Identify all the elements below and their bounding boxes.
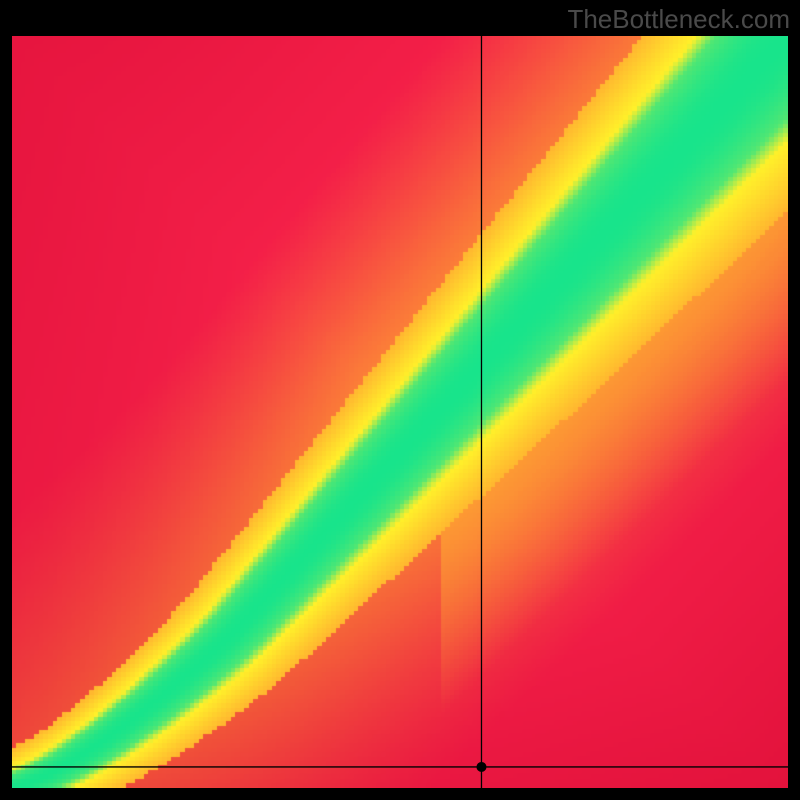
watermark-text: TheBottleneck.com [567,4,790,35]
chart-container: { "watermark": { "text": "TheBottleneck.… [0,0,800,800]
bottleneck-heatmap [12,36,788,788]
